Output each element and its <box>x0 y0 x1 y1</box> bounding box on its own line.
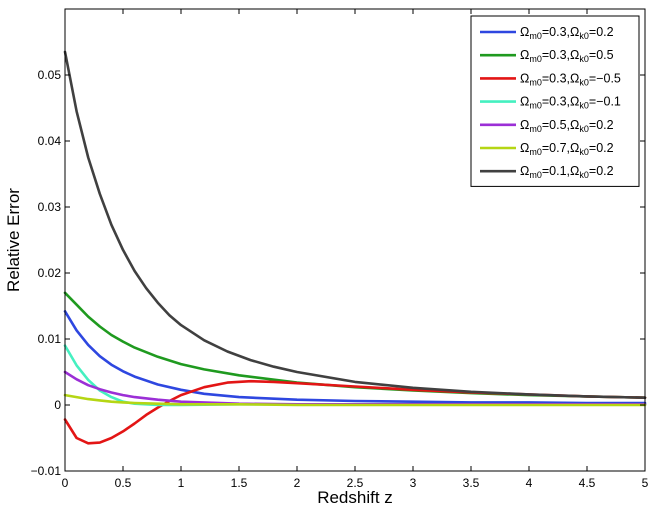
y-tick-label: 0.04 <box>38 134 62 148</box>
y-tick-label: 0.03 <box>38 200 62 214</box>
series-line-7 <box>63 50 647 400</box>
y-tick-label: 0.05 <box>38 68 62 82</box>
series-lines <box>63 50 647 445</box>
y-tick-label: 0.02 <box>38 266 62 280</box>
x-axis-label: Redshift z <box>317 488 393 507</box>
series-line-3 <box>63 379 647 445</box>
x-tick-label: 4.5 <box>579 476 596 490</box>
legend-label: Ωm0=0.3,Ωk0=0.2 <box>520 25 614 41</box>
x-tick-label: 5 <box>642 476 649 490</box>
legend-label: Ωm0=0.7,Ωk0=0.2 <box>520 141 614 157</box>
x-tick-label: 2.5 <box>347 476 364 490</box>
x-tick-label: 0.5 <box>115 476 132 490</box>
y-tick-label: 0.01 <box>38 332 62 346</box>
x-tick-label: 3.5 <box>463 476 480 490</box>
x-tick-label: 3 <box>410 476 417 490</box>
x-tick-label: 1.5 <box>231 476 248 490</box>
legend-label: Ωm0=0.5,Ωk0=0.2 <box>520 118 614 134</box>
legend-label: Ωm0=0.3,Ωk0=0.5 <box>520 48 614 64</box>
y-tick-label: −0.01 <box>31 464 62 478</box>
x-tick-label: 1 <box>178 476 185 490</box>
legend: Ωm0=0.3,Ωk0=0.2 Ωm0=0.3,Ωk0=0.5 Ωm0=0.3,Ωk… <box>470 15 640 187</box>
x-tick-label: 0 <box>62 476 69 490</box>
y-axis-label: Relative Error <box>4 188 23 292</box>
x-tick-label: 2 <box>294 476 301 490</box>
legend-label: Ωm0=0.3,Ωk0=−0.5 <box>520 71 621 87</box>
legend-label: Ωm0=0.3,Ωk0=−0.1 <box>520 95 621 111</box>
axis-ticks: 0 0.5 1 1.5 2 2.5 3 3.5 4 4.5 5−0.0100.010.020.030… <box>31 9 649 490</box>
legend-label: Ωm0=0.1,Ωk0=0.2 <box>520 164 614 180</box>
x-tick-label: 4 <box>526 476 533 490</box>
y-tick-label: 0 <box>54 398 61 412</box>
series-line-6 <box>63 393 647 407</box>
